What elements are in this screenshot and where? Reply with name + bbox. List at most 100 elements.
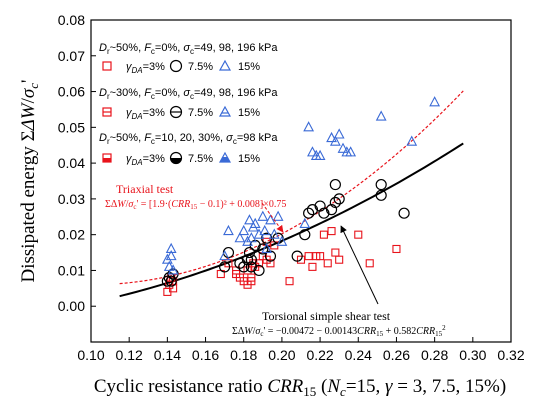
data-point-triangle — [253, 228, 265, 239]
legend-triangle-minus-icon — [218, 105, 232, 117]
data-point-square — [319, 230, 328, 239]
data-point-square — [331, 248, 340, 257]
data-point-circle — [314, 200, 326, 212]
x-tick-label: 0.12 — [116, 347, 143, 363]
data-point-triangle — [259, 224, 271, 236]
data-point-circle — [291, 250, 303, 262]
data-point-circle — [375, 178, 387, 191]
x-tick-label: 0.22 — [306, 347, 333, 363]
data-point-triangle — [272, 210, 284, 221]
data-point-triangle — [265, 214, 276, 225]
data-point-triangle — [234, 232, 246, 243]
data-point-circle — [257, 243, 269, 255]
data-point-circle — [245, 254, 257, 266]
data-point-circle — [398, 207, 410, 219]
legend-label-3pct: γDA=3% — [126, 61, 165, 75]
data-point-triangle — [307, 146, 318, 157]
y-tick-label: 0.07 — [58, 48, 85, 64]
data-point-square — [247, 277, 256, 286]
data-point-circle — [303, 207, 315, 219]
data-point-square — [304, 252, 313, 261]
x-tick-label: 0.30 — [459, 347, 486, 363]
data-point-circle — [375, 189, 387, 201]
data-point-triangle — [303, 121, 315, 132]
legend-label-15pct-2: 15% — [238, 107, 260, 119]
data-point-circle — [329, 178, 341, 191]
data-point-square — [266, 259, 275, 268]
data-point-triangle — [375, 110, 387, 121]
triaxial-arrow — [261, 202, 284, 233]
y-tick-label: 0.06 — [58, 84, 85, 100]
data-point-triangle — [429, 96, 441, 107]
y-tick-label: 0.01 — [58, 262, 85, 278]
data-point-triangle — [165, 249, 177, 261]
data-point-triangle — [161, 253, 173, 264]
data-point-circle — [165, 275, 177, 287]
data-point-triangle — [333, 128, 345, 139]
data-point-circle — [253, 264, 265, 277]
plot-frame — [90, 19, 512, 343]
data-point-square — [249, 259, 258, 268]
legend-circle-icon — [169, 59, 183, 73]
data-point-triangle — [314, 149, 326, 161]
data-point-triangle — [299, 217, 311, 228]
data-point-circle — [299, 229, 311, 241]
legend-group-3-header: Dr~50%, Fc=10, 20, 30%, σc=98 kPa — [99, 132, 278, 146]
data-point-circle — [219, 261, 231, 273]
data-point-triangle — [257, 210, 269, 221]
data-point-circle — [243, 246, 256, 259]
data-point-square — [316, 252, 325, 261]
legend-label-7-5pct: 7.5% — [188, 61, 213, 73]
x-tick-label: 0.10 — [77, 347, 104, 363]
data-point-circle — [241, 254, 254, 266]
data-point-circle — [333, 193, 345, 205]
data-point-triangle — [238, 224, 250, 236]
x-tick-label: 0.20 — [268, 347, 295, 363]
y-tick-label: 0.02 — [58, 227, 85, 243]
data-point-triangle — [329, 135, 341, 146]
data-point-square — [354, 230, 363, 239]
data-point-circle — [238, 261, 250, 273]
data-point-triangle — [337, 142, 349, 153]
legend: Dr~50%, Fc=0%, σc=49, 98, 196 kPa γDA=3%… — [99, 42, 278, 167]
y-tick-label: 0.08 — [58, 12, 85, 28]
data-point-triangle — [276, 235, 288, 246]
data-point-triangle — [245, 232, 257, 243]
axis-ticks: 0.10 0.12 0.14 0.16 0.18 0.20 0.22 0.24 0.26 0.28… — [58, 12, 525, 363]
legend-group-2-header: Dr~30%, Fc=0%, σc=49, 98, 196 kPa — [99, 87, 278, 101]
data-point-square — [308, 262, 317, 271]
data-point-circle — [325, 204, 338, 216]
legend-label-7-5pct-3: 7.5% — [188, 153, 213, 165]
y-tick-label: 0.05 — [58, 119, 85, 135]
legend-group-1-header: Dr~50%, Fc=0%, σc=49, 98, 196 kPa — [99, 42, 278, 56]
x-tick-label: 0.32 — [497, 347, 524, 363]
torsional-equation: ΣΔW/σc' = −0.00472 − 0.00143CRR15 + 0.58… — [232, 324, 446, 338]
data-point-square — [323, 259, 332, 268]
data-point-square — [285, 277, 294, 286]
x-tick-label: 0.18 — [230, 347, 257, 363]
x-tick-label: 0.24 — [345, 347, 372, 363]
data-point-triangle — [242, 235, 253, 246]
legend-square-icon — [102, 61, 112, 71]
data-point-triangle — [223, 224, 234, 236]
y-tick-label: 0.04 — [58, 155, 85, 171]
legend-label-3pct-3: γDA=3% — [126, 153, 165, 167]
torsional-label: Torsional simple shear test — [262, 309, 391, 323]
x-tick-label: 0.26 — [383, 347, 410, 363]
torsional-arrow — [340, 225, 379, 305]
triaxial-fit-curve — [119, 90, 464, 285]
legend-triangle-icon — [218, 59, 232, 71]
data-point-square — [296, 255, 306, 264]
x-tick-label: 0.28 — [421, 347, 448, 363]
data-point-triangle — [165, 242, 177, 254]
x-tick-label: 0.14 — [154, 347, 181, 363]
legend-label-3pct-2: γDA=3% — [126, 107, 165, 121]
legend-label-15pct-3: 15% — [238, 153, 260, 165]
y-axis-title: Dissipated energy ΣΔW/σc' — [18, 80, 41, 283]
legend-label-7-5pct-2: 7.5% — [188, 107, 213, 119]
data-point-triangle — [326, 131, 337, 143]
y-tick-label: 0.03 — [58, 191, 85, 207]
x-axis-title: Cyclic resistance ratio CRR15 (Nc=15, γ … — [94, 376, 506, 399]
y-tick-label: 0.00 — [58, 298, 85, 314]
